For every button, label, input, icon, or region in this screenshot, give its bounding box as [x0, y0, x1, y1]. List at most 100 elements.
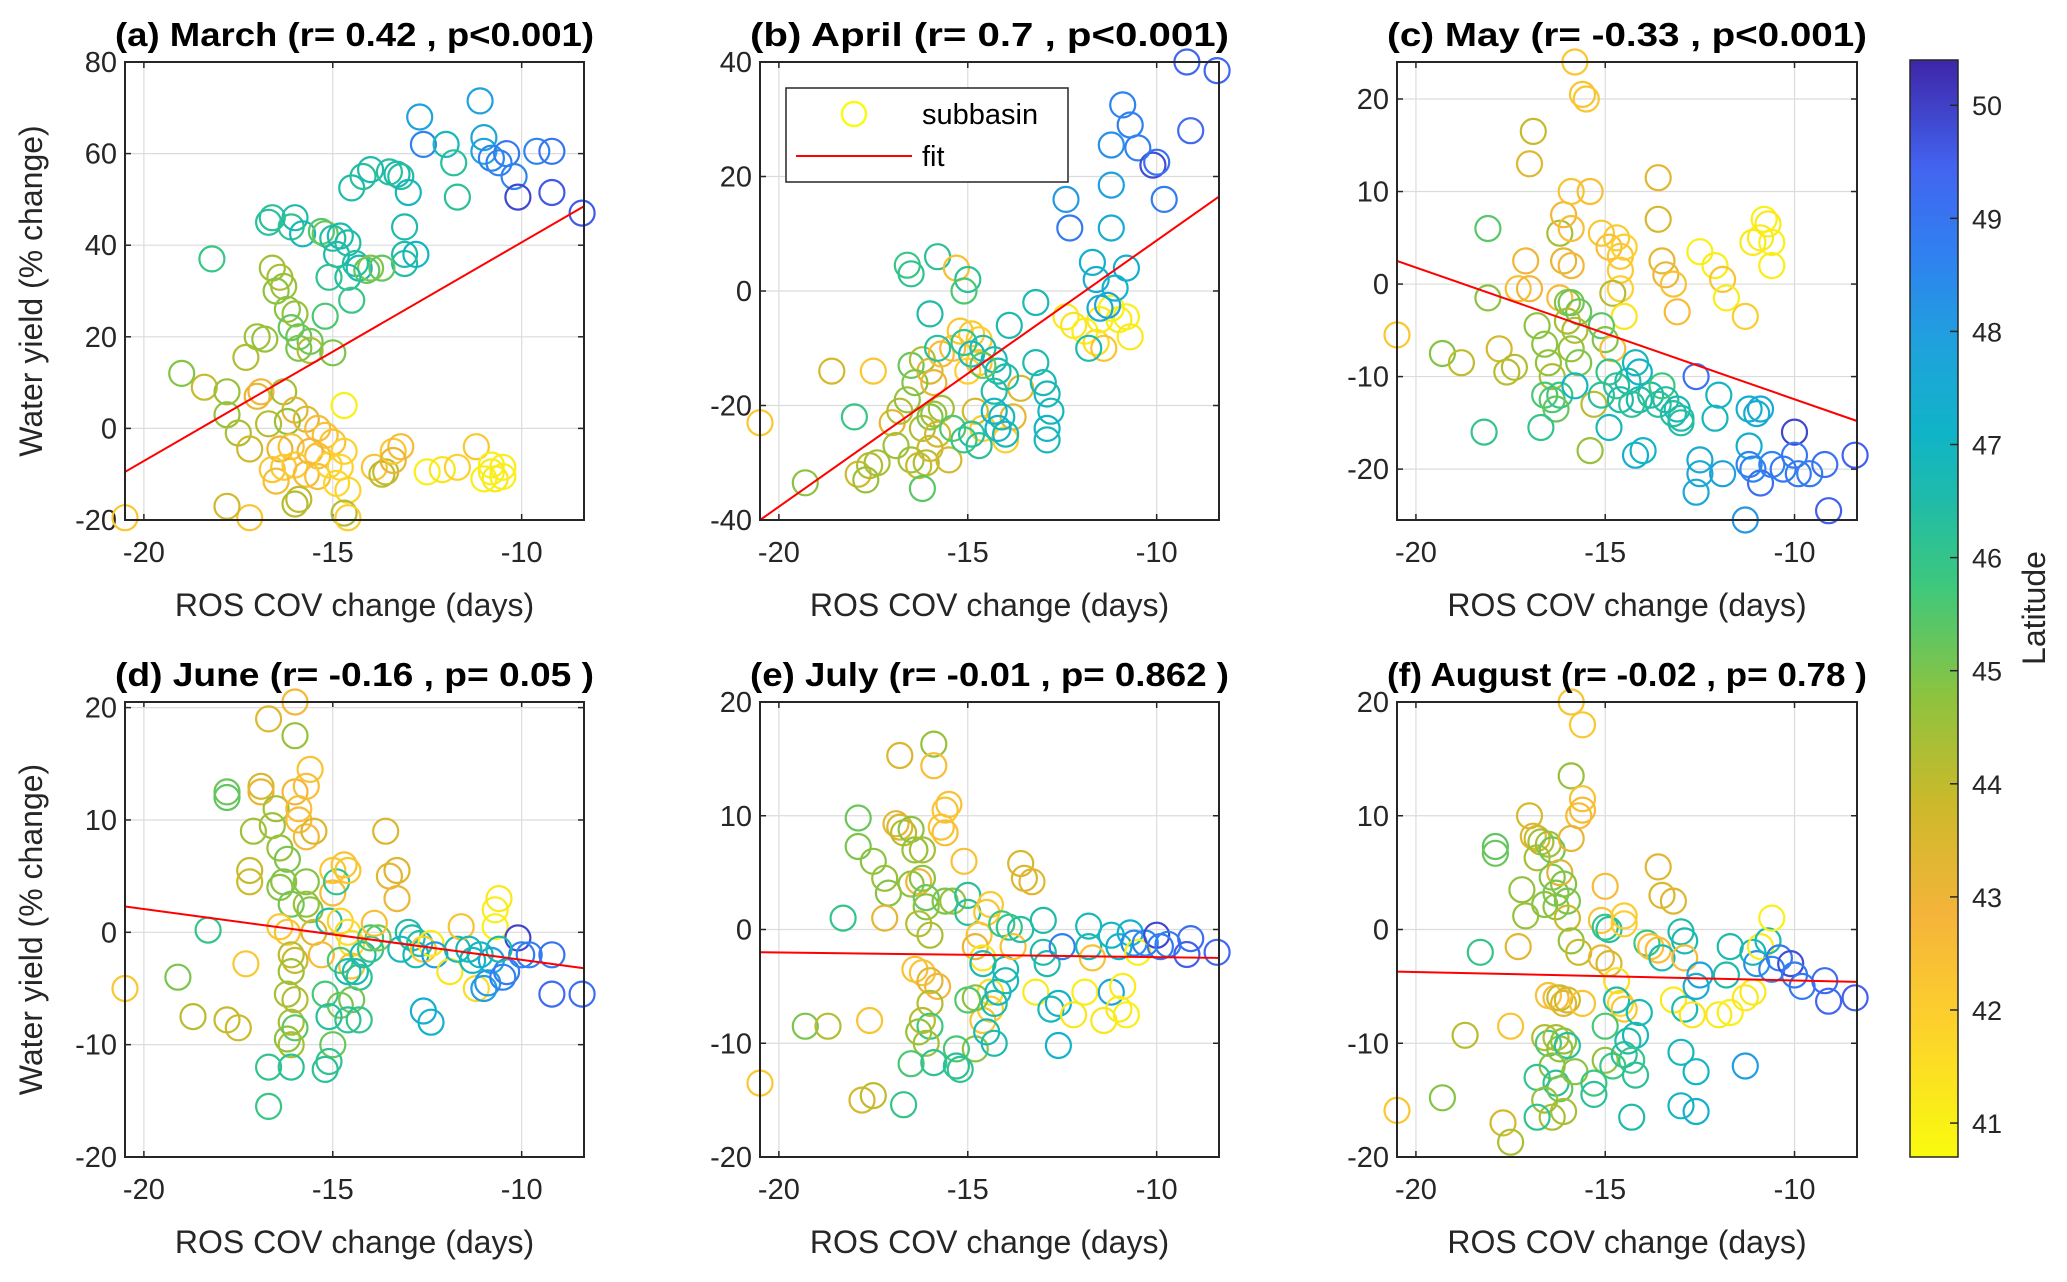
- data-point: [1557, 762, 1585, 790]
- data-point: [1538, 1103, 1566, 1131]
- data-point: [965, 921, 993, 949]
- data-point: [504, 183, 532, 211]
- data-point: [1177, 117, 1205, 145]
- data-point: [916, 300, 944, 328]
- legend-subbasin-marker: [840, 100, 868, 128]
- data-point: [489, 462, 517, 491]
- data-point: [1052, 185, 1080, 213]
- data-point: [1758, 450, 1786, 479]
- data-point: [239, 817, 267, 845]
- data-point: [1796, 460, 1824, 488]
- data-point: [428, 456, 456, 484]
- data-point: [1447, 349, 1476, 377]
- x-tick-label: -10: [501, 1174, 543, 1206]
- x-tick-label: -20: [123, 1174, 165, 1206]
- data-point: [1591, 872, 1619, 900]
- x-tick-label: -15: [312, 1174, 354, 1206]
- data-point: [387, 935, 415, 963]
- y-tick-label: -20: [710, 1142, 752, 1174]
- data-point: [538, 980, 566, 1008]
- data-point: [991, 420, 1020, 448]
- y-tick-label: -20: [1347, 454, 1389, 486]
- data-point: [1082, 265, 1110, 294]
- data-point: [273, 845, 301, 873]
- data-point: [1716, 998, 1744, 1027]
- data-point: [1534, 349, 1563, 377]
- data-point: [1814, 497, 1843, 525]
- data-point: [1682, 972, 1710, 1001]
- y-tick-label: 10: [85, 805, 117, 837]
- data-point: [311, 1055, 339, 1084]
- data-point: [1708, 265, 1737, 293]
- data-point: [840, 403, 869, 431]
- data-point: [523, 137, 551, 165]
- data-point: [311, 980, 339, 1008]
- x-tick-label: -10: [501, 537, 543, 569]
- data-point: [1708, 460, 1737, 488]
- data-point: [462, 433, 490, 461]
- y-tick-label: 10: [1357, 801, 1389, 833]
- data-point: [1595, 413, 1623, 442]
- data-point: [470, 124, 498, 152]
- data-point: [1610, 910, 1638, 938]
- data-point: [273, 980, 301, 1008]
- data-point: [315, 1002, 343, 1031]
- data-point: [1489, 1109, 1517, 1137]
- data-point: [538, 941, 566, 969]
- data-point: [402, 240, 430, 268]
- data-point: [1044, 1031, 1073, 1060]
- colorbar-tick-label: 49: [1972, 204, 2002, 234]
- data-point: [357, 254, 385, 282]
- data-point: [277, 433, 305, 461]
- data-point: [1105, 995, 1133, 1023]
- y-tick-label: 0: [101, 917, 117, 949]
- data-point: [266, 873, 294, 902]
- data-point: [954, 986, 982, 1014]
- data-point: [1701, 252, 1729, 280]
- data-point: [916, 967, 944, 995]
- data-point: [1557, 214, 1585, 243]
- data-point: [1203, 56, 1231, 85]
- data-point: [277, 957, 305, 986]
- data-point: [1587, 312, 1616, 340]
- data-point: [334, 263, 362, 291]
- data-point: [882, 810, 910, 838]
- data-point: [1746, 224, 1775, 252]
- data-point: [1758, 228, 1786, 256]
- data-point: [1629, 437, 1657, 465]
- y-tick-label: -20: [75, 1142, 117, 1174]
- data-point: [920, 1048, 948, 1077]
- data-point: [311, 302, 339, 330]
- data-point: [1572, 85, 1600, 113]
- data-point: [1512, 247, 1540, 275]
- data-point: [954, 265, 982, 294]
- colorbar-tick-label: 44: [1972, 770, 2002, 800]
- data-point: [485, 149, 513, 177]
- data-point: [1576, 177, 1604, 206]
- data-point: [1659, 270, 1688, 298]
- data-point: [1743, 400, 1771, 428]
- data-point: [916, 989, 944, 1018]
- x-axis-label: ROS COV change (days): [175, 587, 534, 623]
- data-point: [360, 453, 388, 481]
- data-point: [818, 357, 846, 385]
- data-point: [791, 1012, 819, 1040]
- data-point: [1173, 940, 1201, 969]
- x-axis-label: ROS COV change (days): [1447, 587, 1806, 623]
- y-tick-label: 20: [85, 322, 117, 354]
- data-point: [1625, 358, 1653, 386]
- data-point: [920, 752, 948, 780]
- y-tick-label: -10: [1347, 362, 1389, 394]
- data-point: [323, 868, 351, 896]
- x-tick-label: -10: [1136, 1174, 1178, 1206]
- data-point: [954, 357, 982, 385]
- colorbar-tick-label: 50: [1972, 91, 2002, 121]
- data-point: [277, 941, 305, 969]
- data-point: [1731, 1052, 1759, 1080]
- data-point: [289, 220, 317, 248]
- data-point: [969, 944, 997, 972]
- data-point: [1428, 339, 1457, 368]
- data-point: [1712, 284, 1741, 312]
- data-point: [1618, 390, 1646, 418]
- y-tick-label: 0: [1373, 915, 1389, 947]
